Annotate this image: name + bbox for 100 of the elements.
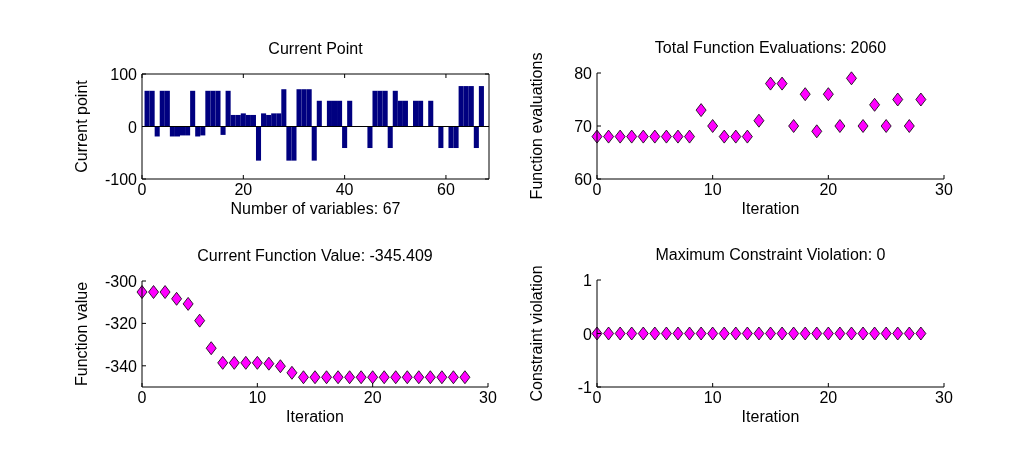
point [205, 341, 217, 356]
point [741, 129, 753, 144]
y-tick-label: 0 [128, 118, 138, 136]
x-tick-label: 60 [437, 181, 455, 198]
point [695, 103, 707, 117]
point [707, 119, 719, 133]
bar [164, 90, 170, 127]
point [684, 129, 695, 144]
bar [382, 90, 388, 127]
x-axis-title: Number of variables: 67 [230, 200, 401, 217]
y-tick-label: 1 [583, 272, 593, 289]
y-axis-title: Current point [73, 79, 90, 173]
point [869, 97, 880, 112]
x-tick-label: 20 [819, 389, 838, 406]
bar [261, 113, 267, 127]
point [378, 370, 390, 385]
bar [438, 126, 444, 149]
point [799, 87, 811, 102]
point [649, 129, 661, 144]
point [626, 129, 638, 144]
point [880, 119, 892, 133]
point [367, 370, 379, 385]
y-tick-label: -100 [104, 171, 138, 188]
x-tick-label: 10 [703, 181, 722, 198]
bar [387, 126, 393, 149]
bar [149, 90, 155, 127]
point [321, 370, 332, 385]
point [159, 285, 171, 299]
x-tick-label: 20 [234, 181, 253, 198]
point [637, 129, 649, 144]
point [390, 370, 402, 385]
point [275, 359, 286, 374]
bar [250, 114, 256, 127]
bar [316, 100, 322, 127]
point [298, 370, 309, 385]
y-tick-label: -320 [104, 315, 138, 333]
bar [402, 100, 408, 127]
point [228, 355, 240, 370]
bar [331, 100, 338, 127]
bar [311, 126, 317, 161]
x-tick-label: 30 [935, 181, 953, 198]
y-tick-label: -1 [577, 379, 593, 396]
point [903, 119, 915, 133]
point [915, 92, 927, 107]
x-tick-label: 20 [363, 389, 382, 406]
point [448, 370, 459, 385]
point [286, 365, 298, 380]
point [846, 71, 857, 86]
point [603, 129, 614, 144]
point [811, 124, 823, 139]
point [171, 291, 182, 306]
point [776, 76, 788, 91]
bar [190, 90, 196, 127]
point [857, 119, 869, 133]
point [834, 119, 846, 133]
point [182, 297, 194, 311]
point [332, 370, 344, 385]
bar [478, 86, 484, 127]
point [424, 370, 436, 385]
y-tick-label: 80 [574, 65, 593, 82]
x-tick-label: 30 [479, 389, 497, 406]
bar [413, 100, 419, 127]
x-axis-title: Iteration [741, 408, 800, 425]
y-axis-title: Function value [73, 281, 90, 387]
point [194, 313, 206, 328]
y-tick-label: 70 [574, 118, 593, 135]
point [355, 370, 367, 385]
point [251, 355, 263, 370]
x-axis-title: Iteration [286, 408, 344, 425]
point [718, 129, 730, 144]
point [788, 119, 800, 133]
point [661, 129, 672, 144]
x-axis-title: Iteration [741, 200, 800, 217]
point [753, 113, 765, 128]
x-tick-label: 40 [335, 181, 354, 198]
y-tick-label: 0 [583, 325, 593, 343]
point [892, 92, 904, 107]
x-tick-label: 10 [703, 389, 722, 406]
bar [205, 90, 211, 127]
bar [347, 100, 353, 127]
point [240, 355, 252, 370]
point [217, 355, 229, 370]
point [413, 370, 425, 385]
bar [306, 89, 312, 127]
point [730, 129, 742, 144]
point [344, 370, 355, 385]
x-tick-label: 20 [819, 181, 838, 198]
bar [255, 126, 262, 161]
y-axis-title: Function evaluations [528, 52, 545, 200]
chart-title: Total Function Evaluations: 2060 [654, 39, 887, 56]
point [148, 285, 159, 299]
point [672, 129, 684, 144]
bar [473, 126, 479, 149]
chart-title: Current Point [268, 40, 364, 57]
point [401, 370, 413, 385]
point [614, 129, 626, 144]
y-axis-title: Constraint violation [528, 265, 545, 402]
y-tick-label: -340 [104, 357, 138, 375]
point [822, 87, 834, 102]
point [309, 370, 321, 385]
